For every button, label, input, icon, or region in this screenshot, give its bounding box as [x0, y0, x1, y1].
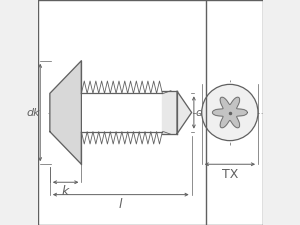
Polygon shape [81, 93, 162, 132]
Polygon shape [50, 61, 81, 164]
Polygon shape [38, 0, 206, 225]
Text: dk: dk [26, 108, 40, 117]
Polygon shape [206, 0, 262, 225]
Circle shape [202, 84, 258, 141]
Text: l: l [119, 198, 122, 211]
Polygon shape [177, 91, 192, 134]
Polygon shape [162, 91, 177, 134]
Text: k: k [62, 185, 69, 198]
Text: TX: TX [222, 168, 238, 181]
Polygon shape [212, 97, 247, 128]
Text: d: d [196, 108, 203, 117]
